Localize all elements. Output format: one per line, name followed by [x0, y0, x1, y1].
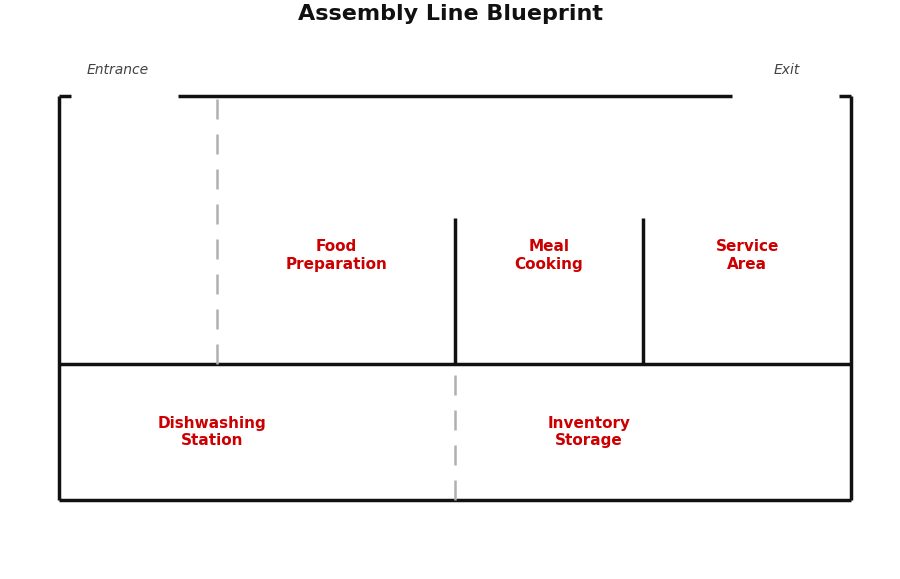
Text: Dishwashing
Station: Dishwashing Station: [158, 416, 266, 448]
Title: Assembly Line Blueprint: Assembly Line Blueprint: [298, 4, 602, 24]
Text: Entrance: Entrance: [87, 63, 149, 77]
Text: Meal
Cooking: Meal Cooking: [515, 240, 583, 272]
Text: Service
Area: Service Area: [716, 240, 778, 272]
Text: Exit: Exit: [774, 63, 800, 77]
Text: Food
Preparation: Food Preparation: [285, 240, 387, 272]
Text: Inventory
Storage: Inventory Storage: [547, 416, 630, 448]
